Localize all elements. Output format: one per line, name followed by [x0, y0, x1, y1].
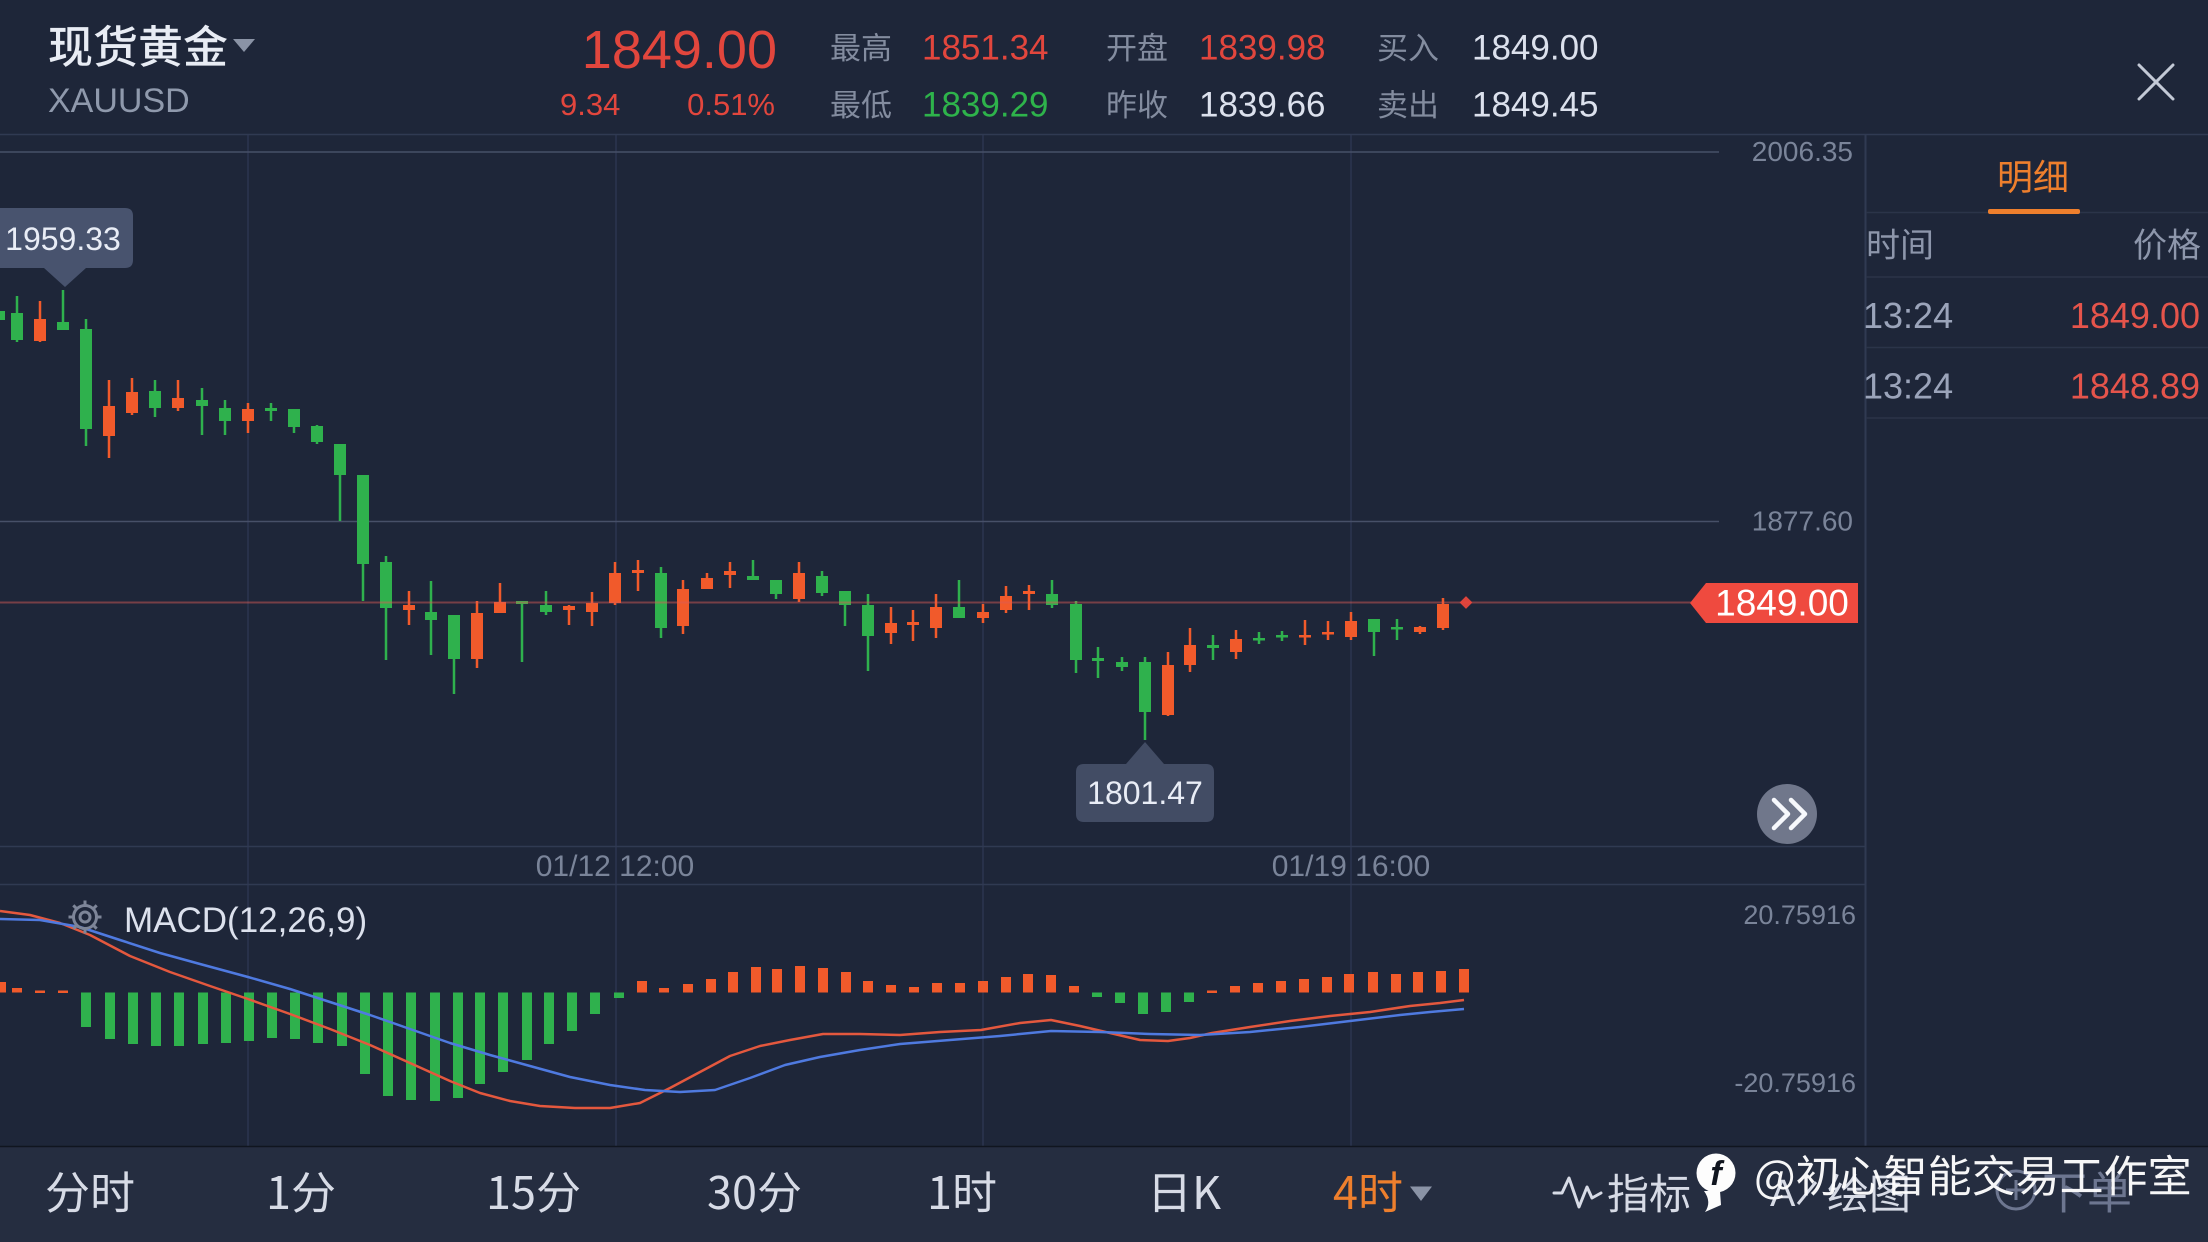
svg-text:1849.00: 1849.00 — [582, 20, 777, 80]
svg-text:0.51%: 0.51% — [687, 87, 775, 122]
svg-text:01/19 16:00: 01/19 16:00 — [1272, 850, 1430, 883]
svg-text:1849.45: 1849.45 — [1472, 86, 1599, 125]
svg-text:1851.34: 1851.34 — [922, 29, 1049, 68]
svg-text:MACD(12,26,9): MACD(12,26,9) — [124, 901, 367, 940]
svg-text:1849.00: 1849.00 — [2070, 295, 2200, 336]
svg-text:1839.66: 1839.66 — [1199, 86, 1326, 125]
svg-text:13:24: 13:24 — [1863, 366, 1953, 407]
svg-text:20.75916: 20.75916 — [1743, 900, 1856, 930]
svg-text:1849.00: 1849.00 — [1715, 583, 1849, 624]
svg-text:1849.00: 1849.00 — [1472, 29, 1599, 68]
svg-text:1801.47: 1801.47 — [1087, 775, 1203, 811]
svg-text:1877.60: 1877.60 — [1752, 506, 1853, 537]
svg-text:01/12 12:00: 01/12 12:00 — [536, 850, 694, 883]
svg-text:f: f — [1710, 1155, 1725, 1193]
svg-text:9.34: 9.34 — [560, 87, 620, 122]
svg-text:XAUUSD: XAUUSD — [48, 82, 190, 120]
svg-text:1848.89: 1848.89 — [2070, 366, 2200, 407]
svg-text:13:24: 13:24 — [1863, 295, 1953, 336]
svg-text:1839.29: 1839.29 — [922, 86, 1049, 125]
svg-text:2006.35: 2006.35 — [1752, 136, 1853, 167]
svg-text:-20.75916: -20.75916 — [1734, 1068, 1856, 1098]
svg-text:1959.33: 1959.33 — [5, 221, 121, 257]
svg-text:1839.98: 1839.98 — [1199, 29, 1326, 68]
